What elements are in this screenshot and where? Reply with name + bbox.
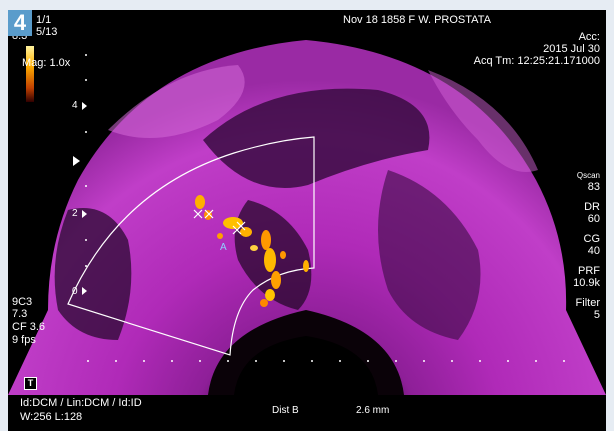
lut-line: Id:DCM / Lin:DCM / Id:ID bbox=[20, 397, 142, 409]
qscan-label: Qscan bbox=[576, 171, 600, 180]
patient-line: Nov 18 1858 F W. PROSTATA bbox=[343, 14, 491, 26]
cg-label: CG bbox=[583, 233, 601, 245]
doppler-flow bbox=[195, 195, 309, 307]
dr-label: DR bbox=[584, 201, 600, 213]
depth-tick-2: 2 bbox=[72, 208, 78, 219]
qscan-value: 83 bbox=[587, 181, 600, 193]
window-level: W:256 L:128 bbox=[20, 411, 83, 423]
filter-value: 5 bbox=[593, 309, 600, 321]
frame-rate: 9 fps bbox=[12, 334, 36, 346]
frame-counter: 1/1 bbox=[36, 14, 52, 26]
color-scale-bar bbox=[26, 46, 34, 102]
color-frequency: CF 3.6 bbox=[12, 321, 46, 333]
prf-value: 10.9k bbox=[573, 277, 600, 289]
cg-value: 40 bbox=[587, 245, 600, 257]
distance-value: 2.6 mm bbox=[356, 405, 390, 416]
study-date: 2015 Jul 30 bbox=[543, 43, 600, 55]
transducer: 9C3 bbox=[12, 296, 33, 308]
dist-label: Dist B bbox=[272, 405, 299, 416]
measurement-markers bbox=[193, 209, 246, 235]
marker-a: A bbox=[220, 242, 227, 253]
frame-index: 5/13 bbox=[36, 26, 58, 38]
depth-tick-4: 4 bbox=[72, 100, 78, 111]
filter-label: Filter bbox=[575, 297, 600, 309]
ultrasound-sector bbox=[8, 40, 606, 395]
acq-time: Acq Tm: 12:25:21.171000 bbox=[473, 55, 600, 67]
color-box-outline bbox=[67, 136, 315, 356]
dr-value: 60 bbox=[587, 213, 600, 225]
frequency: 7.3 bbox=[12, 308, 28, 320]
t-icon: T bbox=[24, 377, 37, 390]
ultrasound-display: 1/1 5/13 8.3 Mag: 1.0x Nov 18 1858 F W. … bbox=[8, 10, 606, 431]
figure-label: 4 bbox=[8, 10, 32, 36]
prf-label: PRF bbox=[578, 265, 600, 277]
magnification: Mag: 1.0x bbox=[22, 57, 71, 69]
accession-label: Acc: bbox=[578, 31, 600, 43]
lateral-scale bbox=[87, 360, 565, 362]
depth-tick-0: 0 bbox=[72, 286, 78, 297]
depth-scale bbox=[73, 54, 87, 295]
ultrasound-image bbox=[8, 40, 606, 395]
